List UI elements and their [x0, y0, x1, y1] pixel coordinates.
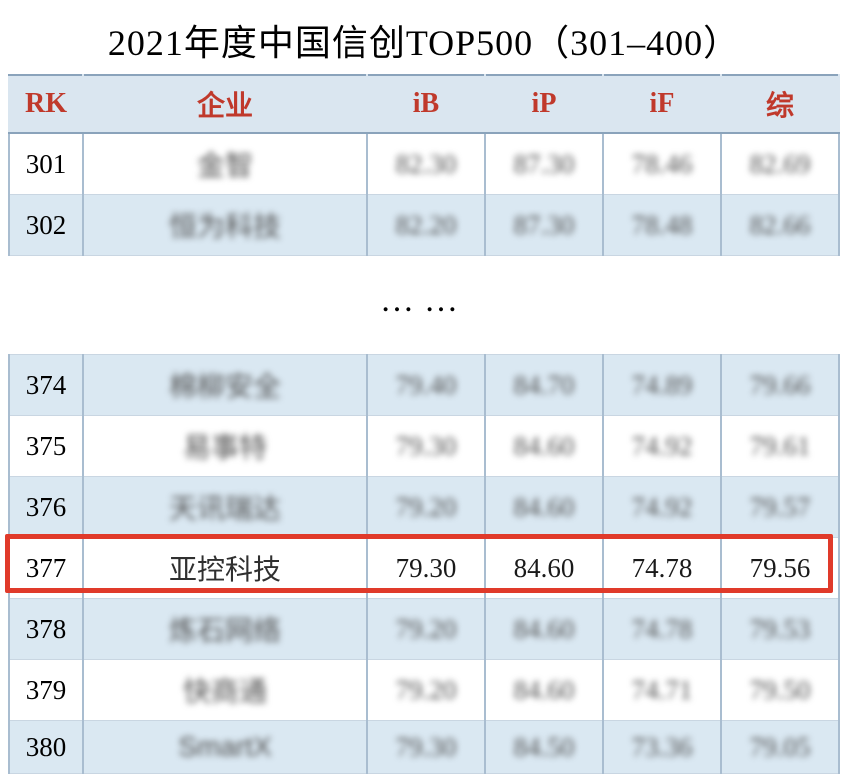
table-row: 374棉柳安全79.4084.7074.8979.66	[9, 355, 839, 416]
table-row: 376天讯瑞达79.2084.6074.9279.57	[9, 477, 839, 538]
cell-ip: 84.60	[485, 416, 603, 477]
cell-if: 73.36	[603, 721, 721, 774]
cell-company: 棉柳安全	[83, 355, 367, 416]
cell-ip: 84.70	[485, 355, 603, 416]
cell-ip: 84.60	[485, 538, 603, 599]
cell-rk: 302	[9, 195, 83, 256]
table-row: 380SmartX79.3084.5073.3679.05	[9, 721, 839, 774]
cell-ip: 84.60	[485, 477, 603, 538]
cell-company: 恒为科技	[83, 195, 367, 256]
cell-ip: 87.30	[485, 133, 603, 195]
cell-if: 74.78	[603, 599, 721, 660]
cell-rk: 374	[9, 355, 83, 416]
cell-if: 78.46	[603, 133, 721, 195]
cell-zong: 79.05	[721, 721, 839, 774]
cell-ib: 82.20	[367, 195, 485, 256]
table-container: RK 企业 iB iP iF 综 301金智82.3087.3078.4682.…	[8, 74, 840, 774]
cell-rk: 378	[9, 599, 83, 660]
cell-ib: 79.20	[367, 660, 485, 721]
header-ib: iB	[367, 75, 485, 133]
cell-company: SmartX	[83, 721, 367, 774]
cell-if: 74.92	[603, 477, 721, 538]
cell-ib: 79.20	[367, 599, 485, 660]
cell-company: 炼石网络	[83, 599, 367, 660]
cell-ib: 79.30	[367, 538, 485, 599]
ellipsis-separator: ……	[8, 256, 840, 354]
cell-if: 74.92	[603, 416, 721, 477]
cell-if: 74.78	[603, 538, 721, 599]
cell-ip: 84.60	[485, 660, 603, 721]
cell-rk: 375	[9, 416, 83, 477]
cell-ip: 87.30	[485, 195, 603, 256]
cell-company: 易事特	[83, 416, 367, 477]
ranking-table-top: RK 企业 iB iP iF 综 301金智82.3087.3078.4682.…	[8, 74, 840, 256]
cell-if: 74.89	[603, 355, 721, 416]
cell-if: 78.48	[603, 195, 721, 256]
cell-ip: 84.60	[485, 599, 603, 660]
cell-rk: 379	[9, 660, 83, 721]
cell-rk: 380	[9, 721, 83, 774]
header-if: iF	[603, 75, 721, 133]
table-row: 375易事特79.3084.6074.9279.61	[9, 416, 839, 477]
cell-zong: 79.53	[721, 599, 839, 660]
cell-ib: 79.40	[367, 355, 485, 416]
cell-rk: 377	[9, 538, 83, 599]
cell-zong: 79.50	[721, 660, 839, 721]
table-row: 377亚控科技79.3084.6074.7879.56	[9, 538, 839, 599]
cell-ib: 79.20	[367, 477, 485, 538]
cell-ip: 84.50	[485, 721, 603, 774]
cell-if: 74.71	[603, 660, 721, 721]
header-ip: iP	[485, 75, 603, 133]
cell-company: 金智	[83, 133, 367, 195]
cell-rk: 376	[9, 477, 83, 538]
header-zong: 综	[721, 75, 839, 133]
cell-zong: 79.57	[721, 477, 839, 538]
page-title: 2021年度中国信创TOP500（301–400）	[8, 14, 840, 66]
cell-company: 快商通	[83, 660, 367, 721]
table-row: 379快商通79.2084.6074.7179.50	[9, 660, 839, 721]
cell-zong: 82.69	[721, 133, 839, 195]
header-rk: RK	[9, 75, 83, 133]
cell-ib: 79.30	[367, 721, 485, 774]
cell-zong: 79.66	[721, 355, 839, 416]
table-row: 378炼石网络79.2084.6074.7879.53	[9, 599, 839, 660]
cell-ib: 82.30	[367, 133, 485, 195]
cell-ib: 79.30	[367, 416, 485, 477]
cell-company: 天讯瑞达	[83, 477, 367, 538]
cell-zong: 82.66	[721, 195, 839, 256]
cell-company: 亚控科技	[83, 538, 367, 599]
cell-rk: 301	[9, 133, 83, 195]
table-row: 302恒为科技82.2087.3078.4882.66	[9, 195, 839, 256]
cell-zong: 79.56	[721, 538, 839, 599]
table-header-row: RK 企业 iB iP iF 综	[9, 75, 839, 133]
table-row: 301金智82.3087.3078.4682.69	[9, 133, 839, 195]
cell-zong: 79.61	[721, 416, 839, 477]
header-company: 企业	[83, 75, 367, 133]
ranking-table-bottom: 374棉柳安全79.4084.7074.8979.66375易事特79.3084…	[8, 354, 840, 774]
